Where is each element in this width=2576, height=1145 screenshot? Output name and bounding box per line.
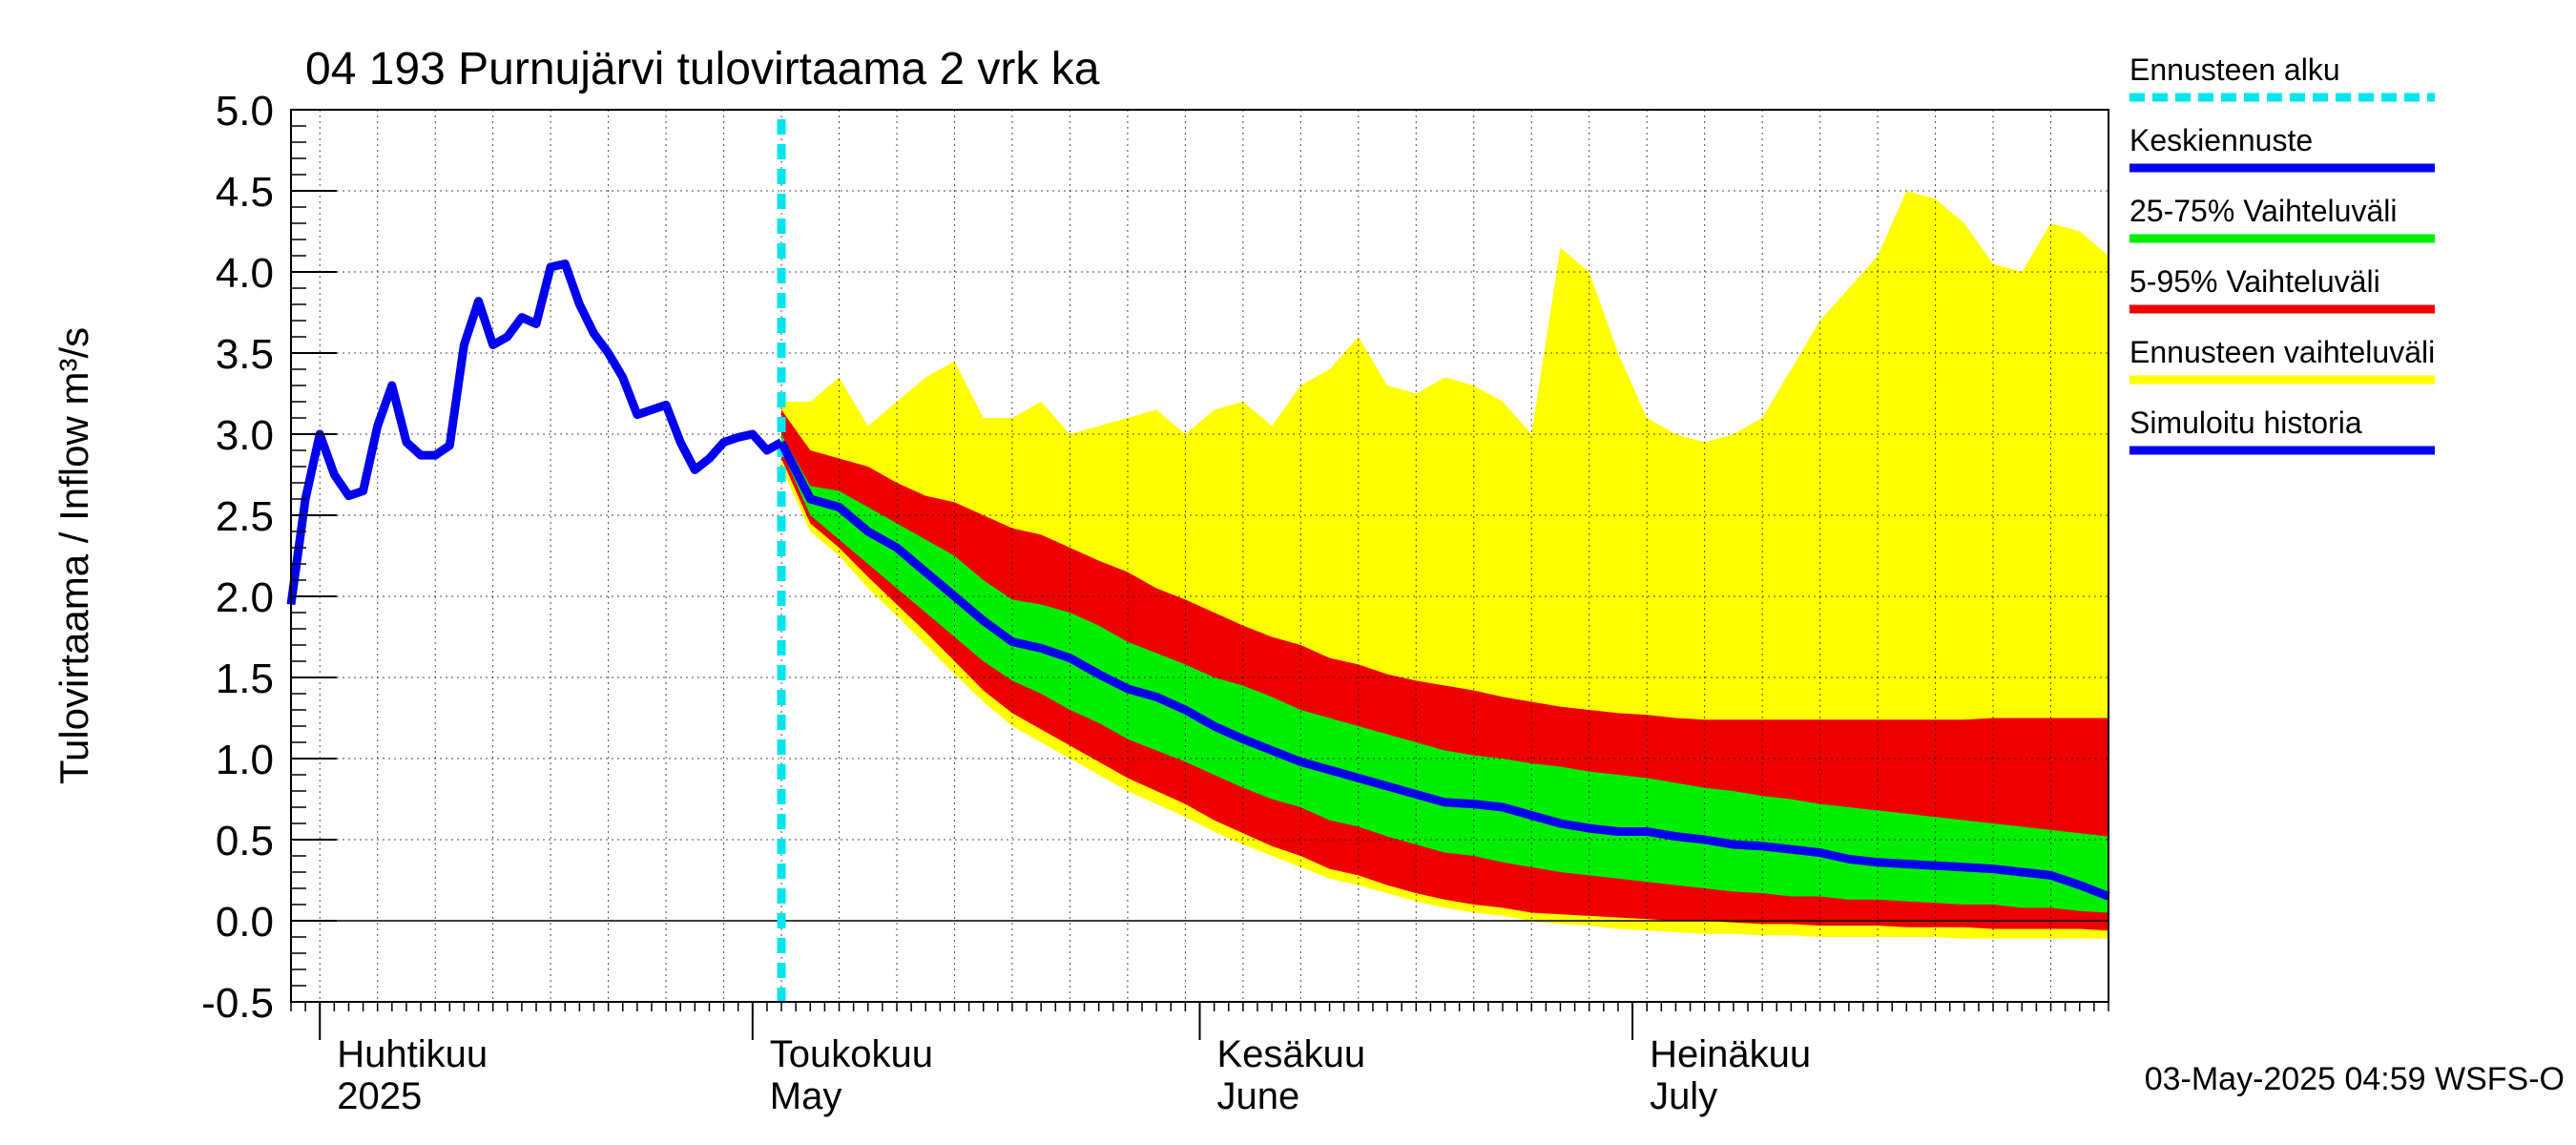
y-tick-label: 2.0 <box>216 574 274 621</box>
x-month-label: Toukokuu <box>770 1033 933 1075</box>
history-line <box>286 260 784 606</box>
footer-timestamp: 03-May-2025 04:59 WSFS-O <box>2145 1061 2565 1097</box>
y-axis: -0.5 0.0 0.5 1.0 1.5 2.0 2.5 3.0 3.5 4.0 4.5 5.0 <box>201 88 337 1027</box>
legend-label: 5-95% Vaihteluväli <box>2129 264 2380 299</box>
y-tick-label: -0.5 <box>201 980 274 1027</box>
x-month-label: Huhtikuu <box>337 1033 488 1075</box>
x-month-sublabel: July <box>1650 1075 1717 1117</box>
legend-label: 25-75% Vaihteluväli <box>2129 194 2397 228</box>
y-tick-label: 0.0 <box>216 899 274 946</box>
y-tick-label: 1.0 <box>216 737 274 783</box>
grid-lines <box>291 110 2109 1002</box>
legend-label: Ennusteen vaihteluväli <box>2129 335 2435 369</box>
legend-label: Ennusteen alku <box>2129 52 2340 87</box>
y-tick-label: 0.5 <box>216 818 274 864</box>
y-tick-label: 4.0 <box>216 250 274 297</box>
chart-title: 04 193 Purnujärvi tulovirtaama 2 vrk ka <box>305 44 1100 94</box>
legend: Ennusteen alku Keskiennuste 25-75% Vaihtel… <box>2129 52 2435 455</box>
y-tick-label: 5.0 <box>216 88 274 135</box>
y-axis-label: Tulovirtaama / Inflow m³/s <box>52 327 96 784</box>
legend-label: Simuloitu historia <box>2129 406 2362 440</box>
x-month-sublabel: May <box>770 1075 842 1117</box>
legend-label: Keskiennuste <box>2129 123 2313 157</box>
x-month-label: Kesäkuu <box>1217 1033 1366 1075</box>
x-month-sublabel: June <box>1217 1075 1300 1117</box>
y-tick-label: 2.5 <box>216 493 274 540</box>
x-month-sublabel: 2025 <box>337 1075 422 1117</box>
y-tick-label: 1.5 <box>216 656 274 702</box>
x-month-label: Heinäkuu <box>1650 1033 1811 1075</box>
y-tick-label: 3.0 <box>216 412 274 459</box>
median-forecast-line <box>777 440 2110 901</box>
series-lines <box>286 119 2110 1002</box>
y-tick-label: 4.5 <box>216 169 274 216</box>
y-tick-label: 3.5 <box>216 331 274 378</box>
